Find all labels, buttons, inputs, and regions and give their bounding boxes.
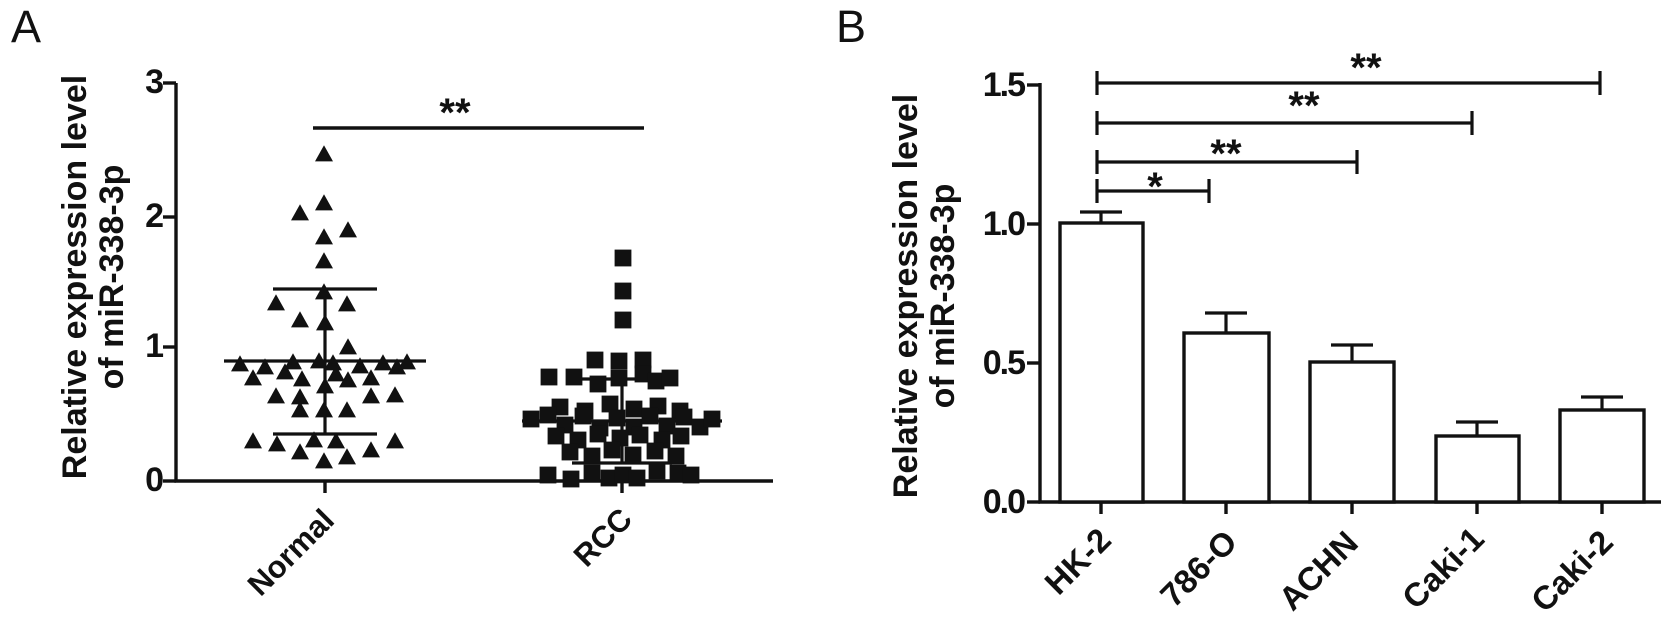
svg-text:2: 2 — [145, 197, 164, 235]
svg-text:A: A — [11, 1, 41, 52]
svg-text:0: 0 — [145, 461, 164, 499]
svg-text:of miR-338-3p: of miR-338-3p — [924, 184, 962, 409]
svg-text:Relative expression level: Relative expression level — [887, 94, 925, 498]
svg-text:Relative expression level: Relative expression level — [56, 75, 94, 479]
svg-text:**: ** — [1288, 84, 1320, 128]
svg-text:1.5: 1.5 — [983, 66, 1025, 104]
svg-text:**: ** — [439, 91, 471, 135]
svg-text:**: ** — [1210, 132, 1242, 176]
svg-text:*: * — [1147, 165, 1163, 209]
svg-text:of miR-338-3p: of miR-338-3p — [93, 165, 131, 390]
svg-text:1.0: 1.0 — [983, 205, 1025, 243]
svg-text:**: ** — [1350, 46, 1382, 90]
svg-text:0.0: 0.0 — [983, 483, 1025, 521]
svg-text:1: 1 — [145, 327, 164, 365]
svg-text:B: B — [836, 1, 866, 52]
svg-text:3: 3 — [145, 63, 164, 101]
svg-text:0.5: 0.5 — [983, 344, 1025, 382]
